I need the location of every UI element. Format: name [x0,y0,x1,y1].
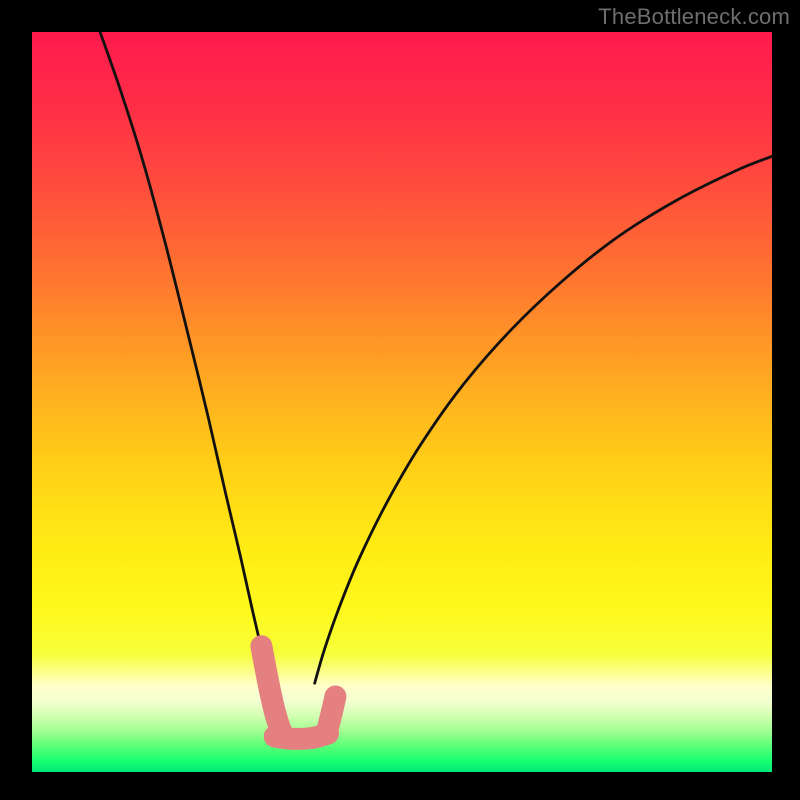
gradient-background [32,32,772,772]
bottleneck-curve-chart [32,32,772,772]
highlight-right [327,697,336,734]
watermark-text: TheBottleneck.com [598,4,790,30]
plot-area [32,32,772,772]
chart-container: TheBottleneck.com [0,0,800,800]
